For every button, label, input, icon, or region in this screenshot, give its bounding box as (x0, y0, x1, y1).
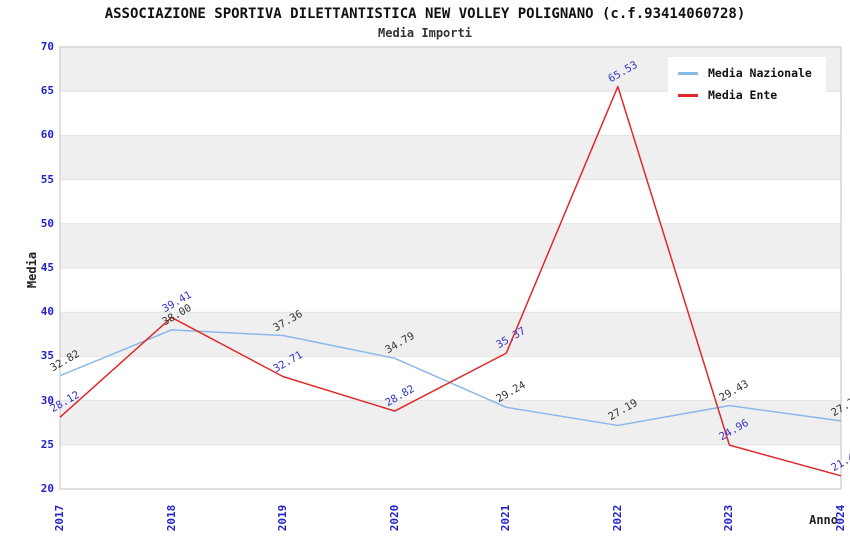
chart-subtitle: Media Importi (378, 26, 472, 40)
legend-swatch-media-ente-icon (678, 93, 698, 97)
x-tick-label: 2023 (722, 504, 736, 532)
x-tick-label: 2017 (53, 504, 66, 532)
x-tick-label: 2022 (610, 504, 624, 532)
x-tick-label: 2024 (834, 504, 847, 532)
y-tick-label: 20 (40, 482, 54, 495)
grid-band (60, 135, 841, 180)
x-tick-label: 2021 (499, 504, 513, 532)
legend-item-media-ente: Media Ente (678, 88, 812, 102)
y-tick-label: 55 (40, 172, 54, 186)
grid-band (60, 312, 841, 357)
chart-title: ASSOCIAZIONE SPORTIVA DILETTANTISTICA NE… (104, 6, 746, 22)
x-tick-label: 2019 (276, 504, 290, 532)
x-tick-label: 2018 (164, 504, 178, 532)
legend-swatch-media-nazionale-icon (678, 71, 698, 75)
y-tick-label: 30 (40, 393, 54, 407)
x-tick-label: 2020 (387, 504, 401, 532)
y-tick-label: 65 (40, 84, 54, 98)
y-tick-label: 60 (40, 128, 54, 142)
legend: Media Nazionale Media Ente (668, 57, 826, 111)
legend-label-media-nazionale: Media Nazionale (708, 66, 812, 80)
y-tick-label: 40 (40, 305, 54, 319)
y-tick-label: 35 (40, 349, 54, 363)
y-tick-label: 25 (40, 437, 54, 451)
grid-band (60, 400, 841, 445)
plot-border (59, 46, 842, 490)
legend-item-media-nazionale: Media Nazionale (678, 66, 812, 80)
y-tick-label: 50 (40, 216, 54, 230)
x-axis-title: Anno (809, 513, 838, 527)
y-tick-label: 70 (40, 40, 54, 53)
series-line-media-ente (59, 85, 842, 477)
legend-label-media-ente: Media Ente (708, 88, 778, 102)
y-tick-label: 45 (40, 261, 54, 274)
grid-band (60, 223, 841, 268)
